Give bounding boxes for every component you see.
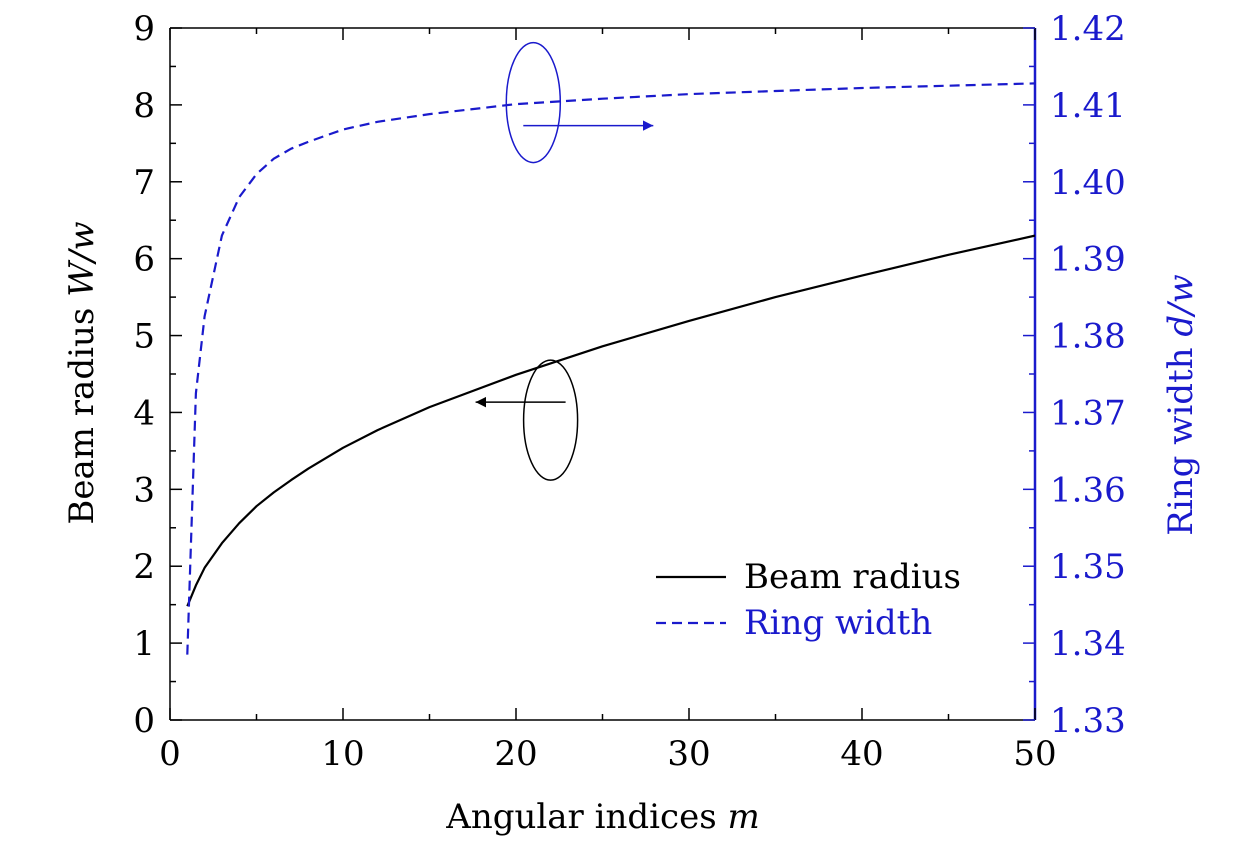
x-tick-label: 50 (1013, 734, 1056, 774)
y-tick-label: 3 (133, 470, 155, 510)
y-tick-label: 6 (133, 240, 155, 280)
x-tick-label: 20 (494, 734, 537, 774)
y-tick-label: 8 (133, 86, 155, 126)
left-y-axis-ticks: 0 1 2 3 4 5 6 7 8 9 (133, 9, 182, 741)
x-axis-title: Angular indices m (445, 797, 759, 837)
legend-label-ring-width: Ring width (744, 603, 932, 643)
y-tick-label: 2 (133, 547, 155, 587)
y-tick-label: 1 (133, 624, 155, 664)
y2-tick-label: 1.40 (1050, 163, 1126, 203)
x-tick-label: 0 (159, 734, 181, 774)
y2-tick-label: 1.42 (1050, 9, 1126, 49)
beam-radius-annotation-ellipse (522, 359, 579, 481)
y2-tick-label: 1.33 (1050, 701, 1126, 741)
series-layer (186, 82, 1035, 655)
y-tick-label: 4 (133, 393, 155, 433)
right-y-axis-title: Ring width d/w (1161, 274, 1201, 535)
beam-radius-series-line (186, 234, 1035, 607)
y2-tick-label: 1.36 (1050, 470, 1126, 510)
y2-tick-label: 1.34 (1050, 624, 1126, 664)
annotation-layer (475, 41, 654, 481)
legend-label-beam-radius: Beam radius (744, 557, 961, 597)
x-tick-label: 10 (321, 734, 364, 774)
y-tick-label: 9 (133, 9, 155, 49)
y2-tick-label: 1.41 (1050, 86, 1126, 126)
x-axis-ticks: 0 10 20 30 40 50 (159, 28, 1057, 774)
x-tick-label: 30 (667, 734, 710, 774)
y-tick-label: 7 (133, 163, 155, 203)
y2-tick-label: 1.38 (1050, 317, 1126, 357)
ring-width-series-line (186, 82, 1035, 655)
y2-tick-label: 1.35 (1050, 547, 1126, 587)
x-tick-label: 40 (840, 734, 883, 774)
y-tick-label: 0 (133, 701, 155, 741)
y2-tick-label: 1.39 (1050, 240, 1126, 280)
y-tick-label: 5 (133, 317, 155, 357)
y2-tick-label: 1.37 (1050, 393, 1126, 433)
legend: Beam radius Ring width (656, 557, 961, 643)
left-y-axis-title: Beam radius W/w (62, 221, 102, 524)
right-y-axis-ticks: 1.33 1.34 1.35 1.36 1.37 1.38 1.39 1.40 1.41 1.42 (1023, 9, 1126, 741)
ring-width-annotation-ellipse (505, 41, 562, 164)
